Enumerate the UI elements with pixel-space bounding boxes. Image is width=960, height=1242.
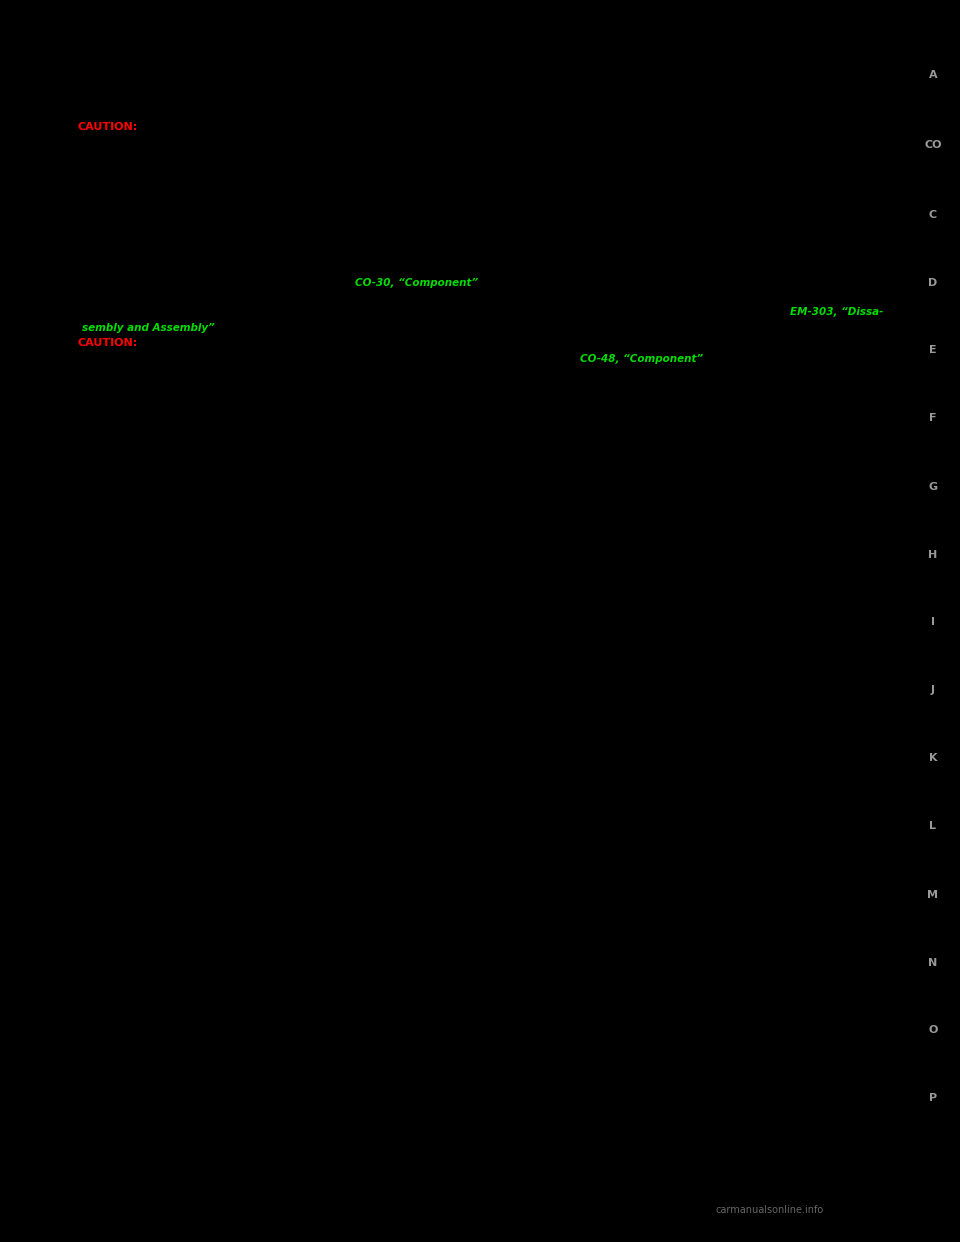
Text: EM-303, “Dissa-: EM-303, “Dissa- <box>790 307 883 317</box>
Text: P: P <box>929 1093 937 1103</box>
Text: F: F <box>929 414 937 424</box>
Text: CO-48, “Component”: CO-48, “Component” <box>580 354 703 364</box>
Text: M: M <box>927 891 939 900</box>
Text: D: D <box>928 278 938 288</box>
Text: O: O <box>928 1025 938 1035</box>
Text: CAUTION:: CAUTION: <box>78 338 138 348</box>
Text: H: H <box>928 550 938 560</box>
Text: sembly and Assembly”: sembly and Assembly” <box>82 323 215 333</box>
Text: carmanualsonline.info: carmanualsonline.info <box>716 1205 824 1215</box>
Text: I: I <box>931 617 935 627</box>
Text: A: A <box>928 70 937 79</box>
Text: CO: CO <box>924 140 942 150</box>
Text: J: J <box>931 686 935 696</box>
Text: CO-30, “Component”: CO-30, “Component” <box>355 278 478 288</box>
Text: CAUTION:: CAUTION: <box>78 122 138 132</box>
Text: E: E <box>929 345 937 355</box>
Text: N: N <box>928 958 938 968</box>
Text: L: L <box>929 821 937 831</box>
Text: G: G <box>928 482 938 492</box>
Text: C: C <box>929 210 937 220</box>
Text: K: K <box>928 753 937 763</box>
